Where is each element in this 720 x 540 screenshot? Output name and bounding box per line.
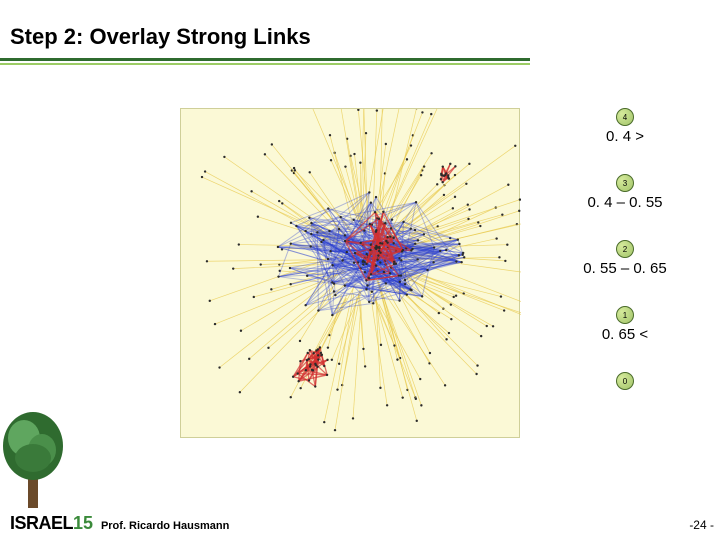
legend-bead-1: 1	[616, 306, 634, 324]
legend-column: 4 0. 4 > 3 0. 4 – 0. 55 2 0. 55 – 0. 65 …	[535, 108, 715, 438]
footer-text: ISRAEL15 Prof. Ricardo Hausmann	[10, 513, 229, 534]
page-number: -24 -	[689, 518, 714, 532]
legend-bead-0: 0	[616, 372, 634, 390]
legend-item-3: 3 0. 4 – 0. 55	[535, 174, 715, 211]
legend-item-4: 4 0. 4 >	[535, 108, 715, 145]
footer-brand: ISRAEL	[10, 513, 73, 533]
legend-bead-2: 2	[616, 240, 634, 258]
legend-item-2: 2 0. 55 – 0. 65	[535, 240, 715, 277]
title-rule-dark	[0, 58, 530, 61]
footer-year: 15	[73, 513, 93, 533]
slide-title: Step 2: Overlay Strong Links	[10, 24, 311, 50]
legend-label-2: 0. 55 – 0. 65	[535, 260, 715, 277]
footer-prof: Prof. Ricardo Hausmann	[101, 520, 229, 532]
legend-bead-4: 4	[616, 108, 634, 126]
network-svg	[181, 109, 521, 439]
tree-svg	[0, 400, 70, 510]
tree-decoration	[0, 400, 70, 510]
footer: ISRAEL15 Prof. Ricardo Hausmann -24 -	[0, 504, 720, 540]
legend-item-0: 0	[535, 372, 715, 392]
legend-label-1: 0. 65 <	[535, 326, 715, 343]
legend-bead-3: 3	[616, 174, 634, 192]
legend-item-1: 1 0. 65 <	[535, 306, 715, 343]
legend-label-4: 0. 4 >	[535, 128, 715, 145]
title-rule-light	[0, 63, 530, 65]
legend-label-3: 0. 4 – 0. 55	[535, 194, 715, 211]
network-chart	[180, 108, 520, 438]
